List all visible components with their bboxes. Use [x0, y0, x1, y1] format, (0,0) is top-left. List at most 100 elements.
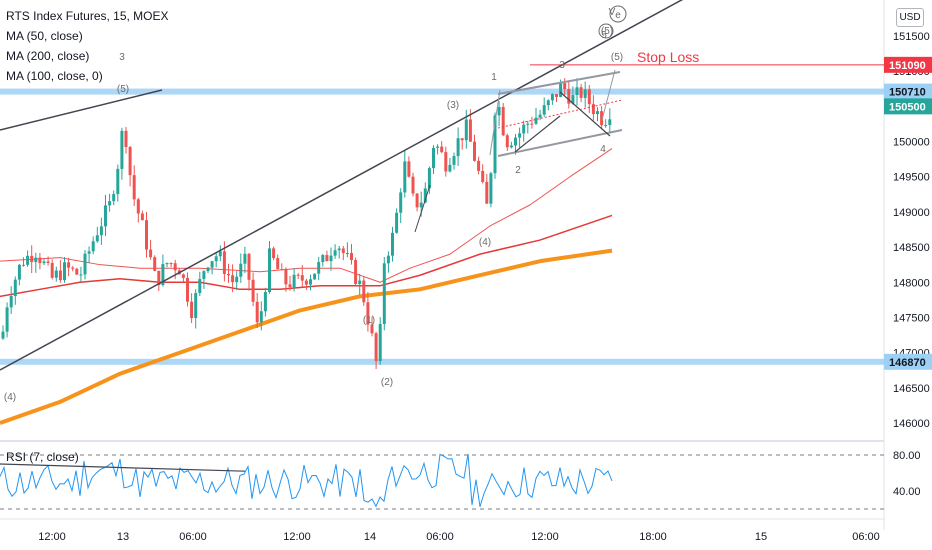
candle-body	[501, 106, 505, 136]
candle-body	[604, 124, 608, 126]
candle-body	[26, 255, 30, 265]
trend-line	[497, 129, 623, 157]
candle-body	[522, 124, 526, 134]
candle-body	[214, 256, 218, 262]
candle-body	[120, 130, 124, 169]
candle-body	[140, 213, 144, 221]
dotted-trend-line	[497, 99, 623, 129]
candle-body	[567, 89, 571, 104]
candle-body	[194, 293, 198, 319]
price-tick-label: 150000	[893, 137, 930, 149]
candle-body	[341, 248, 345, 254]
time-tick-label: 06:00	[179, 531, 207, 543]
candle-body	[206, 267, 210, 272]
candle-body	[46, 261, 50, 264]
candle-body	[50, 263, 54, 278]
candle-body	[54, 270, 58, 278]
candle-body	[579, 87, 583, 98]
candle-body	[288, 284, 292, 288]
support-level-band	[0, 88, 884, 95]
candle-body	[272, 248, 276, 259]
candle-body	[202, 271, 206, 280]
candle-body	[550, 94, 554, 101]
time-tick-label: 18:00	[639, 531, 667, 543]
wave-label: 4	[600, 144, 606, 155]
wave-circle	[609, 5, 627, 23]
wave-label: (2)	[381, 377, 393, 388]
trend-line	[514, 115, 561, 153]
time-tick-label: 13	[117, 531, 129, 543]
candle-body	[362, 280, 366, 303]
price-tag	[884, 83, 932, 100]
price-tick-label: 146000	[893, 418, 930, 430]
legend-ma50: MA (50, close)	[6, 29, 83, 43]
price-tag	[884, 353, 932, 370]
currency-badge[interactable]: USD	[896, 8, 924, 27]
wave-label: (5)	[117, 84, 129, 95]
candle-body	[71, 267, 75, 269]
trend-drawings	[0, 0, 684, 371]
time-tick-label: 15	[755, 531, 767, 543]
legend-ma200: MA (200, close)	[6, 49, 90, 63]
candle-body	[575, 87, 579, 96]
candle-body	[559, 83, 563, 97]
candle-body	[304, 280, 308, 285]
candle-body	[284, 269, 288, 285]
candle-body	[186, 277, 189, 302]
trend-line	[559, 91, 611, 137]
candle-body	[608, 119, 612, 125]
ma-orange-line	[0, 248, 613, 425]
candle-body	[169, 263, 173, 265]
candle-body	[403, 161, 407, 193]
wave-label: 3	[559, 60, 565, 71]
price-tick-label: 148500	[893, 242, 930, 254]
candle-body	[17, 264, 21, 280]
candle-body	[243, 253, 247, 264]
trend-line	[601, 69, 616, 121]
candle-body	[198, 279, 202, 294]
candle-body	[292, 274, 296, 288]
candle-body	[42, 261, 46, 264]
candle-body	[395, 212, 399, 233]
wave-circle	[598, 23, 614, 39]
candle-body	[22, 264, 25, 266]
candle-body	[317, 262, 321, 274]
candle-body	[419, 202, 423, 208]
wave-label: (1)	[363, 315, 375, 326]
candle-body	[9, 296, 13, 308]
candle-body	[485, 181, 489, 204]
candle-body	[145, 220, 148, 250]
candle-body	[58, 270, 62, 281]
candle-body	[132, 175, 136, 200]
candle-body	[497, 106, 501, 116]
candle-body	[165, 263, 169, 265]
candle-body	[411, 176, 415, 194]
price-tag	[884, 56, 932, 73]
candle-body	[407, 161, 411, 177]
candle-body	[526, 123, 530, 125]
candle-body	[493, 115, 497, 174]
candle-body	[5, 307, 9, 332]
candle-body	[350, 253, 353, 261]
wave-label: (5)	[611, 52, 623, 63]
legend: RTS Index Futures, 15, MOEX MA (50, clos…	[6, 6, 169, 86]
candle-body	[514, 137, 517, 146]
candle-body	[83, 253, 87, 275]
horizontal-levels: Stop Loss	[0, 49, 884, 365]
candle-body	[518, 133, 522, 138]
legend-ma100: MA (100, close, 0)	[6, 69, 103, 83]
wave-label: 1	[491, 72, 497, 83]
candle-body	[391, 232, 394, 256]
wave-label: 5	[601, 30, 607, 41]
trend-line	[489, 89, 501, 156]
candle-body	[460, 138, 464, 141]
candle-body	[583, 89, 587, 98]
candle-body	[571, 95, 575, 104]
candle-body	[259, 311, 263, 323]
candle-body	[276, 258, 280, 270]
candle-body	[153, 257, 157, 271]
candle-body	[468, 119, 472, 142]
candle-body	[473, 141, 476, 161]
